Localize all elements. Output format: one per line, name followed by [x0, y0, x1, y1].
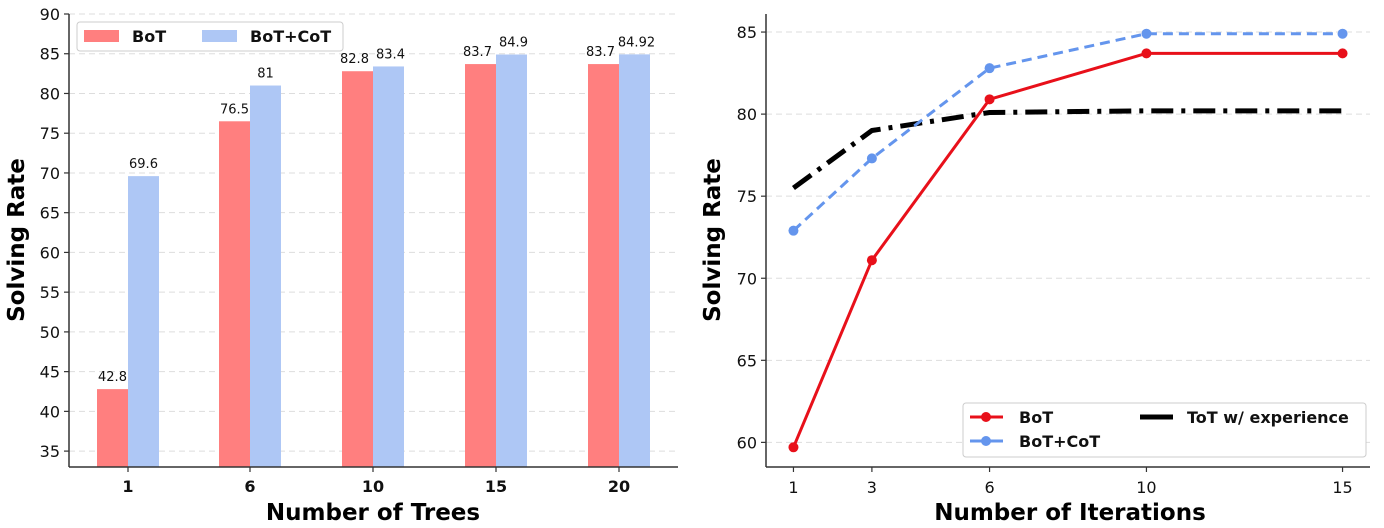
y-tick-label: 45	[40, 363, 60, 382]
legend-label-bot: BoT	[1019, 408, 1053, 427]
bar-bot-cot-10	[373, 66, 404, 467]
legend-label-bot-cot: BoT+CoT	[250, 27, 331, 46]
x-axis-title: Number of Iterations	[934, 500, 1206, 526]
x-tick-label: 1	[122, 477, 133, 496]
y-tick-label: 65	[737, 351, 757, 370]
bar-data-label: 81	[257, 67, 274, 82]
y-tick-label: 90	[40, 5, 60, 24]
bar-bot-15	[465, 64, 496, 467]
bar-data-label: 83.4	[376, 47, 405, 62]
bar-data-label: 83.7	[463, 45, 492, 60]
x-tick-label: 6	[984, 478, 994, 497]
x-tick-label: 15	[1332, 478, 1352, 497]
bar-data-label: 76.5	[220, 102, 249, 117]
y-tick-label: 80	[737, 105, 757, 124]
bar-data-label: 82.8	[340, 52, 369, 67]
data-point-bot	[866, 255, 877, 266]
data-point-bot-cot	[984, 63, 995, 74]
bar-bot-cot-20	[619, 54, 650, 468]
x-tick-label: 10	[1136, 478, 1156, 497]
y-tick-label: 75	[737, 187, 757, 206]
data-point-bot-cot	[866, 153, 877, 164]
y-axis-title: Solving Rate	[4, 158, 30, 322]
legend-label-bot: BoT	[132, 27, 166, 46]
legend-swatch-bot	[84, 30, 119, 42]
y-tick-label: 80	[40, 84, 60, 103]
data-point-bot	[1337, 48, 1348, 59]
legend: BoT BoT+CoT ToT w/ experience	[962, 402, 1367, 458]
bar-bot-cot-15	[496, 54, 527, 467]
bar-bot-6	[219, 121, 250, 467]
line-series-bot	[792, 51, 1343, 448]
x-axis-title: Number of Trees	[266, 500, 480, 526]
y-tick-label: 85	[737, 23, 757, 42]
bar-data-label: 84.92	[618, 35, 655, 50]
x-tick-label: 10	[362, 477, 384, 496]
y-tick-label: 50	[40, 323, 60, 342]
bar-data-label: 42.8	[98, 370, 127, 385]
bar-bot-1	[97, 389, 128, 467]
y-tick-label: 60	[40, 243, 60, 262]
y-tick-label: 85	[40, 45, 60, 64]
y-tick-label: 70	[40, 164, 60, 183]
y-tick-label: 70	[737, 269, 757, 288]
x-tick-label: 6	[244, 477, 255, 496]
bar-bot-cot-1	[128, 176, 159, 467]
data-point-bot-cot	[1337, 28, 1348, 39]
y-tick-label: 35	[40, 442, 60, 461]
bar-bot-cot-6	[250, 85, 281, 468]
legend-label-bot-cot: BoT+CoT	[1019, 432, 1100, 451]
x-tick-label: 1	[788, 478, 798, 497]
bar-data-label: 69.6	[129, 157, 158, 172]
y-tick-label: 65	[40, 204, 60, 223]
bar-bot-10	[342, 71, 373, 467]
y-tick-label: 55	[40, 283, 60, 302]
bar-bot-20	[588, 64, 619, 467]
data-point-bot-cot	[1141, 28, 1152, 39]
y-axis-title: Solving Rate	[700, 158, 726, 322]
data-point-bot-cot	[788, 225, 799, 236]
legend-marker-bot-cot	[981, 436, 991, 446]
bar-data-label: 84.9	[499, 36, 528, 51]
x-tick-label: 15	[485, 477, 507, 496]
bar-data-label: 83.7	[586, 45, 615, 60]
legend-box	[962, 402, 1367, 458]
data-point-bot	[1141, 48, 1152, 59]
legend-label-tot: ToT w/ experience	[1187, 408, 1349, 427]
data-point-bot	[984, 94, 995, 105]
x-tick-label: 20	[608, 477, 630, 496]
x-tick-label: 3	[867, 478, 877, 497]
data-point-bot	[788, 442, 799, 453]
line-series-tot-w-experience	[791, 108, 1343, 190]
y-tick-label: 60	[737, 433, 757, 452]
legend: BoT BoT+CoT	[76, 21, 344, 52]
bar-chart-number-of-trees: 35 40 45 50 55 60 65 70 75 80 85 90 42.8 76.5 82.8 83.7…	[4, 5, 678, 526]
y-tick-label: 75	[40, 124, 60, 143]
legend-marker-bot	[981, 412, 991, 422]
line-series-bot-cot	[792, 32, 1343, 232]
y-tick-label: 40	[40, 402, 60, 421]
legend-swatch-bot-cot	[202, 30, 237, 42]
